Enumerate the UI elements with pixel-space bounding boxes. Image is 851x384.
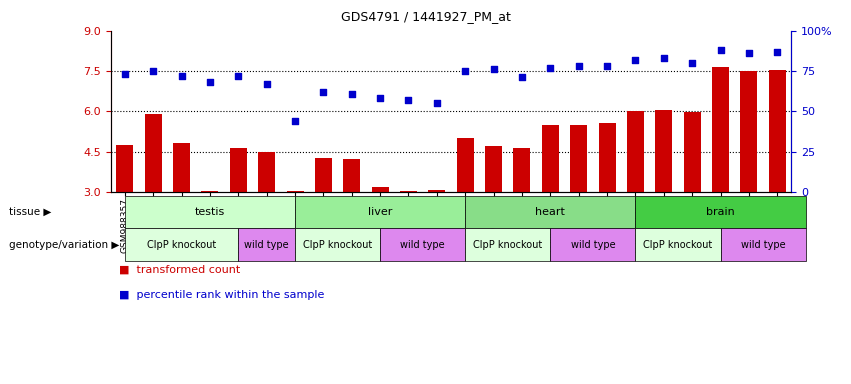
Text: ClpP knockout: ClpP knockout	[643, 240, 712, 250]
Text: genotype/variation ▶: genotype/variation ▶	[9, 240, 119, 250]
Bar	[683, 112, 700, 192]
Text: testis: testis	[195, 207, 225, 217]
Bar	[768, 70, 785, 192]
Point	[685, 60, 699, 66]
Point	[430, 100, 443, 106]
Point	[657, 55, 671, 61]
Point	[770, 49, 784, 55]
Point	[544, 65, 557, 71]
Point	[714, 47, 728, 53]
Text: ClpP knockout: ClpP knockout	[473, 240, 542, 250]
Bar	[315, 157, 332, 192]
Point	[629, 57, 643, 63]
Bar	[740, 71, 757, 192]
Bar	[542, 125, 559, 192]
Bar	[457, 138, 474, 192]
Point	[572, 63, 585, 69]
Bar	[173, 143, 190, 192]
Text: ■  transformed count: ■ transformed count	[119, 265, 240, 275]
Point	[345, 91, 358, 97]
Point	[118, 71, 132, 77]
Bar	[145, 114, 162, 192]
Text: ■  percentile rank within the sample: ■ percentile rank within the sample	[119, 290, 324, 300]
Bar	[400, 191, 417, 192]
Point	[459, 68, 472, 74]
Point	[203, 79, 217, 85]
Point	[600, 63, 614, 69]
Text: heart: heart	[535, 207, 565, 217]
Point	[317, 89, 330, 95]
Point	[231, 73, 245, 79]
Text: wild type: wild type	[570, 240, 615, 250]
Text: ClpP knockout: ClpP knockout	[303, 240, 372, 250]
Point	[402, 97, 415, 103]
Bar	[202, 191, 219, 192]
Point	[374, 95, 387, 101]
Bar	[655, 110, 672, 192]
Text: tissue ▶: tissue ▶	[9, 207, 51, 217]
Bar	[570, 125, 587, 192]
Point	[487, 66, 500, 73]
Point	[515, 74, 528, 81]
Text: brain: brain	[706, 207, 735, 217]
Bar	[117, 145, 134, 192]
Bar	[712, 67, 729, 192]
Point	[288, 118, 302, 124]
Bar	[230, 148, 247, 192]
Point	[174, 73, 188, 79]
Point	[146, 68, 160, 74]
Bar	[598, 124, 615, 192]
Bar	[343, 159, 360, 192]
Text: GDS4791 / 1441927_PM_at: GDS4791 / 1441927_PM_at	[340, 10, 511, 23]
Bar	[287, 191, 304, 192]
Bar	[372, 187, 389, 192]
Bar	[428, 190, 445, 192]
Bar	[513, 149, 530, 192]
Text: liver: liver	[368, 207, 392, 217]
Text: wild type: wild type	[740, 240, 785, 250]
Point	[742, 50, 756, 56]
Bar	[258, 152, 275, 192]
Text: wild type: wild type	[400, 240, 445, 250]
Bar	[485, 146, 502, 192]
Bar	[627, 111, 644, 192]
Point	[260, 81, 273, 87]
Text: ClpP knockout: ClpP knockout	[147, 240, 216, 250]
Text: wild type: wild type	[244, 240, 289, 250]
